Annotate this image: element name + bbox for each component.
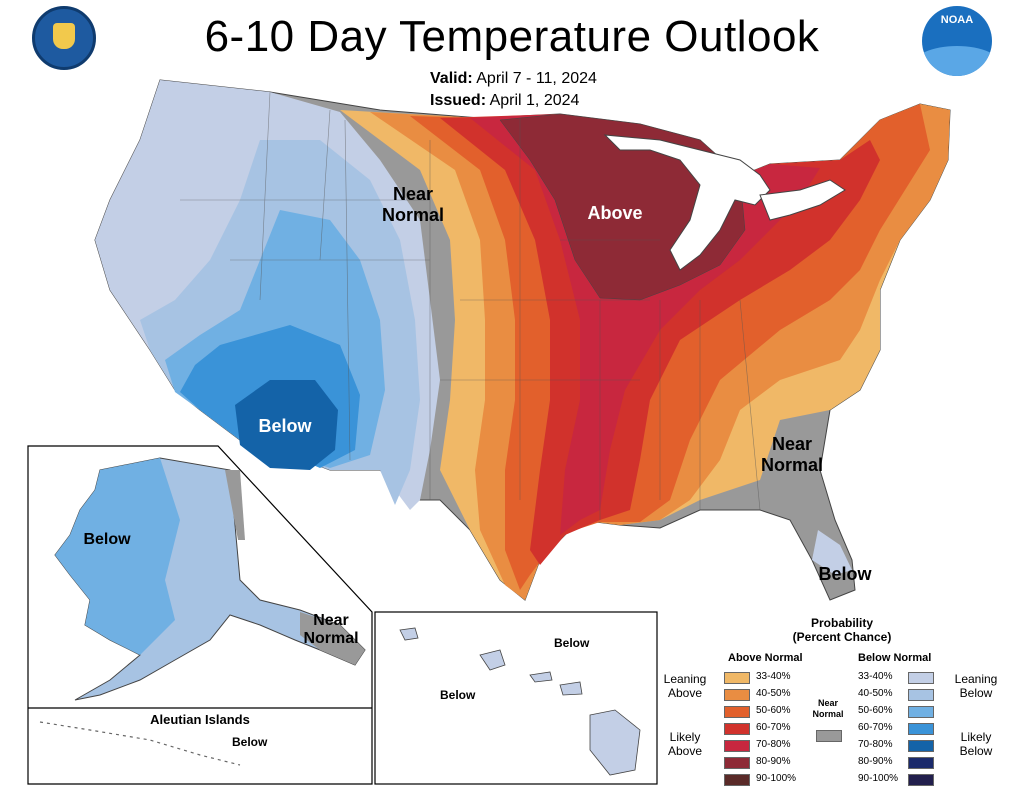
legend-near-normal-label: Near Normal [812, 698, 844, 719]
legend-below-swatch [908, 672, 934, 684]
legend-above-range: 50-60% [756, 705, 791, 716]
hawaii-islands [399, 627, 641, 776]
great-lakes [603, 134, 771, 271]
legend-subtitle: (Percent Chance) [792, 630, 892, 644]
legend-below-swatch [908, 706, 934, 718]
hawaii-inset [374, 611, 658, 785]
legend-below-range: 33-40% [858, 671, 893, 682]
legend-below-swatch [908, 757, 934, 769]
legend-above-swatch [724, 740, 750, 752]
valid-label: Valid: [430, 70, 473, 87]
legend-above-swatch [724, 689, 750, 701]
label-below-aleutian: Below [232, 735, 268, 749]
label-below-florida: Below [818, 564, 872, 584]
label-above: Above [587, 203, 643, 223]
aleutian-chain [39, 721, 241, 766]
issued-row: Issued: April 1, 2024 [430, 92, 690, 110]
label-below-alaska: Below [83, 531, 131, 548]
legend: Probability (Percent Chance) Above Norma… [660, 616, 1024, 791]
legend-near-normal-swatch [816, 730, 842, 742]
legend-below-range: 70-80% [858, 739, 893, 750]
legend-above-range: 40-50% [756, 688, 791, 699]
legend-below-swatch [908, 774, 934, 786]
legend-below-swatch [908, 723, 934, 735]
issued-label: Issued: [430, 92, 487, 109]
legend-below-swatch [908, 740, 934, 752]
valid-value: April 7 - 11, 2024 [476, 70, 597, 87]
legend-below-swatch [908, 689, 934, 701]
department-of-commerce-seal-icon [32, 6, 96, 70]
noaa-text: NOAA [940, 14, 974, 26]
legend-above-range: 90-100% [756, 773, 797, 784]
legend-above-swatch [724, 672, 750, 684]
noaa-logo-icon: NOAA [922, 6, 992, 76]
legend-above-swatch [724, 774, 750, 786]
conus-map [94, 79, 951, 601]
legend-likely-above: Likely Above [667, 730, 703, 758]
alaska-panhandle-near [300, 612, 365, 665]
below-70-80 [235, 380, 338, 470]
legend-below-range: 50-60% [858, 705, 893, 716]
label-below-southwest: Below [258, 416, 312, 436]
legend-below-range: 40-50% [858, 688, 893, 699]
legend-above-swatch [724, 723, 750, 735]
legend-below-range: 60-70% [858, 722, 893, 733]
label-near-normal-southeast: Near Normal [760, 434, 823, 475]
legend-above-range: 60-70% [756, 722, 791, 733]
alaska-near [225, 470, 245, 540]
alaska-below-50 [55, 458, 180, 655]
alaska-inset [27, 445, 373, 785]
legend-below-range: 80-90% [858, 756, 893, 767]
valid-row: Valid: April 7 - 11, 2024 [430, 70, 690, 88]
legend-above-swatch [724, 706, 750, 718]
legend-title: Probability [810, 616, 873, 630]
below-florida [812, 530, 852, 575]
legend-below-range: 90-100% [858, 773, 899, 784]
great-lakes-east [759, 179, 846, 221]
label-below-hawaii-west: Below [440, 688, 476, 702]
aleutian-title: Aleutian Islands [150, 712, 250, 727]
label-near-normal-north: Near Normal [381, 184, 444, 225]
label-below-hawaii-north: Below [554, 636, 590, 650]
issued-value: April 1, 2024 [489, 92, 580, 109]
legend-above-header: Above Normal [728, 652, 803, 664]
legend-below-header: Below Normal [858, 652, 932, 664]
legend-leaning-below: Leaning Below [954, 672, 998, 700]
state-lines [180, 91, 761, 520]
legend-above-range: 33-40% [756, 671, 791, 682]
label-near-normal-alaska: Near Normal [303, 612, 359, 647]
legend-leaning-above: Leaning Above [663, 672, 707, 700]
page-title: 6-10 Day Temperature Outlook [204, 12, 820, 61]
legend-above-swatch [724, 757, 750, 769]
legend-likely-below: Likely Below [959, 730, 993, 758]
legend-above-range: 70-80% [756, 739, 791, 750]
legend-above-range: 80-90% [756, 756, 791, 767]
